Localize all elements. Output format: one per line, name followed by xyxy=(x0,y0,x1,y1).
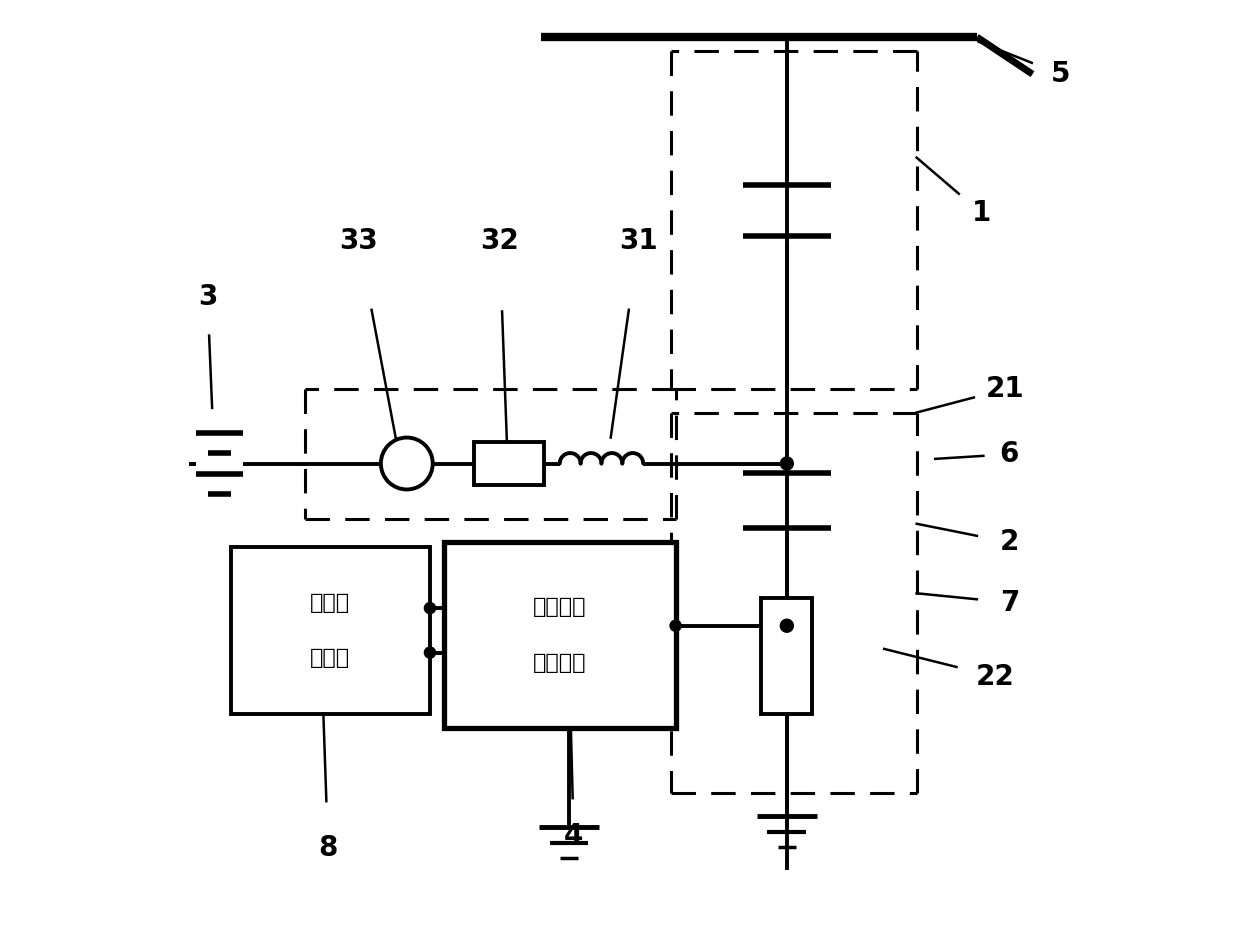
Circle shape xyxy=(780,457,794,470)
Text: 21: 21 xyxy=(986,375,1024,403)
Circle shape xyxy=(381,438,433,489)
Bar xyxy=(474,442,543,485)
Circle shape xyxy=(670,620,681,631)
Text: 4: 4 xyxy=(564,822,583,850)
Text: 应装置: 应装置 xyxy=(310,648,351,668)
Text: 22: 22 xyxy=(976,663,1014,691)
Text: 电能供: 电能供 xyxy=(310,592,351,613)
Circle shape xyxy=(424,603,435,614)
Text: 5: 5 xyxy=(1050,60,1070,88)
Text: 8: 8 xyxy=(319,834,337,862)
Bar xyxy=(231,547,430,714)
Text: 局放信号: 局放信号 xyxy=(533,597,587,617)
Text: 检测装置: 检测装置 xyxy=(533,653,587,673)
Text: 1: 1 xyxy=(972,199,991,227)
Text: 33: 33 xyxy=(340,227,378,255)
Bar xyxy=(761,598,812,714)
Text: 6: 6 xyxy=(999,440,1019,468)
Text: 7: 7 xyxy=(999,589,1019,616)
Text: 2: 2 xyxy=(999,528,1019,556)
Text: 32: 32 xyxy=(480,227,518,255)
Text: 3: 3 xyxy=(198,283,217,311)
Text: 31: 31 xyxy=(619,227,658,255)
Circle shape xyxy=(780,619,794,632)
Bar xyxy=(444,542,676,728)
Circle shape xyxy=(424,647,435,658)
